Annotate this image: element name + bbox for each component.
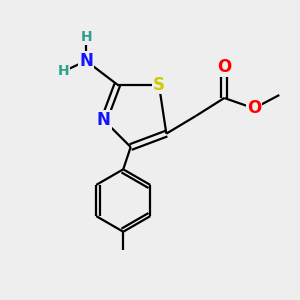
Text: O: O: [247, 99, 261, 117]
Text: H: H: [80, 30, 92, 44]
Text: S: S: [153, 76, 165, 94]
Text: N: N: [79, 52, 93, 70]
Text: N: N: [97, 111, 111, 129]
Text: O: O: [217, 58, 231, 76]
Text: H: H: [58, 64, 70, 78]
